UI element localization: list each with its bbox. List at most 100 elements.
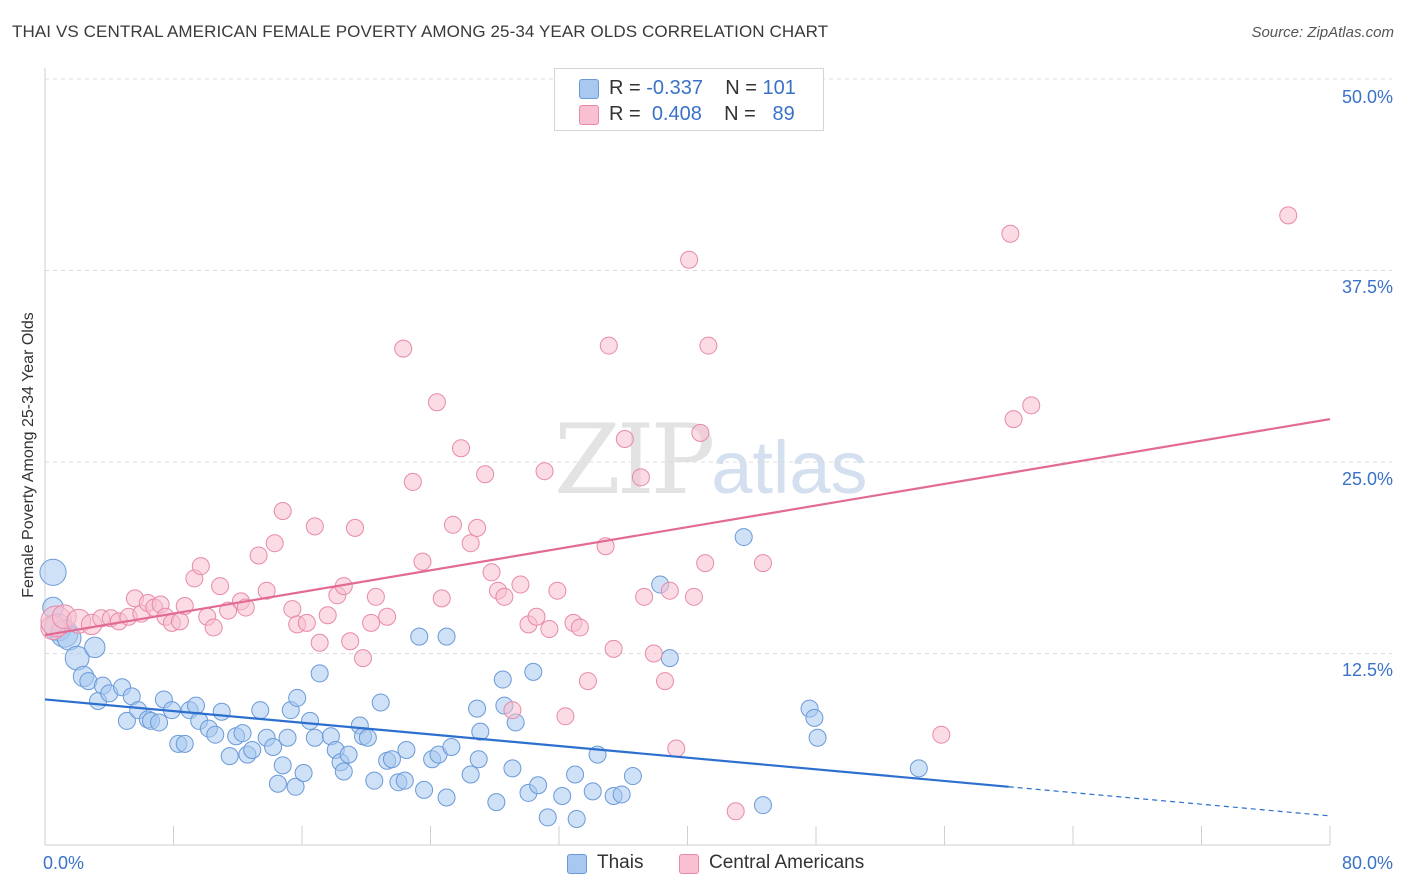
data-point-thais [212, 702, 231, 721]
data-point-central-americans [691, 423, 710, 442]
data-point-central-americans [753, 554, 772, 573]
data-point-central-americans [413, 552, 432, 571]
legend-swatch-thais [579, 79, 599, 99]
data-point-central-americans [699, 336, 718, 355]
data-point-central-americans [540, 619, 559, 638]
data-point-thais [268, 774, 287, 793]
data-point-central-americans [283, 600, 302, 619]
data-point-central-americans [432, 589, 451, 608]
watermark-atlas: atlas [711, 426, 868, 509]
data-point-thais [415, 780, 434, 799]
trendline-thais-extension [1008, 786, 1331, 817]
legend-swatch-thais [567, 854, 587, 874]
data-point-thais [583, 782, 602, 801]
data-point-central-americans [548, 581, 567, 600]
data-point-central-americans [403, 472, 422, 491]
data-point-thais [529, 776, 548, 795]
data-point-thais [206, 725, 225, 744]
data-point-thais [503, 759, 522, 778]
data-point-central-americans [578, 672, 597, 691]
data-point-thais [538, 808, 557, 827]
data-point-thais [294, 763, 313, 782]
chart-title: THAI VS CENTRAL AMERICAN FEMALE POVERTY … [12, 22, 829, 41]
data-point-central-americans [932, 725, 951, 744]
data-point-thais [382, 750, 401, 769]
data-point-thais [410, 627, 429, 646]
data-point-central-americans [1004, 410, 1023, 429]
data-point-central-americans [476, 465, 495, 484]
data-point-thais [264, 737, 283, 756]
data-point-thais [437, 788, 456, 807]
data-point-central-americans [615, 430, 634, 449]
legend-swatch-central-americans [679, 854, 699, 874]
data-point-thais [39, 558, 67, 586]
correlation-legend: R = -0.337 N = 101 R = 0.408 N = 89 [554, 68, 824, 131]
data-point-thais [371, 693, 390, 712]
data-point-thais [150, 713, 169, 732]
data-point-central-americans [341, 632, 360, 651]
data-point-thais [753, 796, 772, 815]
data-point-central-americans [443, 515, 462, 534]
data-point-thais [461, 765, 480, 784]
data-point-central-americans [684, 587, 703, 606]
data-point-thais [251, 701, 270, 720]
trendline-central-americans [44, 418, 1331, 637]
x-tick-label-max: 80.0% [1341, 853, 1393, 873]
watermark: ZIPatlas [554, 404, 868, 516]
data-point-thais [469, 750, 488, 769]
legend-label-thais: Thais [597, 852, 644, 873]
data-point-thais [301, 711, 320, 730]
data-point-thais [243, 741, 262, 760]
data-point-central-americans [482, 563, 501, 582]
y-tick-label-12-5: 12.5% [1341, 660, 1393, 680]
x-tick-label-min: 0.0% [43, 853, 85, 873]
data-point-central-americans [204, 618, 223, 637]
data-point-central-americans [1001, 224, 1020, 243]
legend-swatch-central-americans [579, 105, 599, 125]
data-point-thais [524, 662, 543, 681]
data-point-central-americans [346, 518, 365, 537]
data-point-thais [437, 627, 456, 646]
data-point-thais [553, 786, 572, 805]
data-point-thais [623, 767, 642, 786]
data-point-thais [660, 649, 679, 668]
data-point-central-americans [318, 606, 337, 625]
data-point-central-americans [556, 707, 575, 726]
data-point-thais [175, 734, 194, 753]
data-point-thais [493, 670, 512, 689]
y-tick-label-37-5: 37.5% [1341, 277, 1393, 297]
data-point-thais [358, 728, 377, 747]
data-point-central-americans [236, 598, 255, 617]
data-point-thais [468, 699, 487, 718]
data-point-central-americans [427, 393, 446, 412]
data-point-thais [909, 759, 928, 778]
data-point-central-americans [656, 672, 675, 691]
data-point-central-americans [366, 587, 385, 606]
data-point-central-americans [1022, 396, 1041, 415]
data-point-thais [84, 636, 106, 659]
data-point-central-americans [468, 518, 487, 537]
data-point-thais [734, 528, 753, 547]
data-point-thais [365, 771, 384, 790]
data-point-central-americans [726, 802, 745, 821]
data-point-central-americans [257, 581, 276, 600]
data-point-thais [397, 741, 416, 760]
data-point-central-americans [170, 612, 189, 631]
data-point-central-americans [644, 644, 663, 663]
data-point-central-americans [570, 618, 589, 637]
data-point-central-americans [527, 607, 546, 626]
data-point-central-americans [604, 639, 623, 658]
data-point-thais [305, 728, 324, 747]
data-point-thais [567, 809, 586, 828]
data-point-central-americans [211, 577, 230, 596]
data-point-thais [566, 765, 585, 784]
data-point-thais [339, 745, 358, 764]
y-tick-label-50: 50.0% [1341, 87, 1393, 107]
data-point-central-americans [249, 546, 268, 565]
data-point-thais [442, 737, 461, 756]
data-point-central-americans [265, 534, 284, 553]
data-point-central-americans [696, 554, 715, 573]
data-point-central-americans [305, 517, 324, 536]
data-point-central-americans [354, 649, 373, 668]
